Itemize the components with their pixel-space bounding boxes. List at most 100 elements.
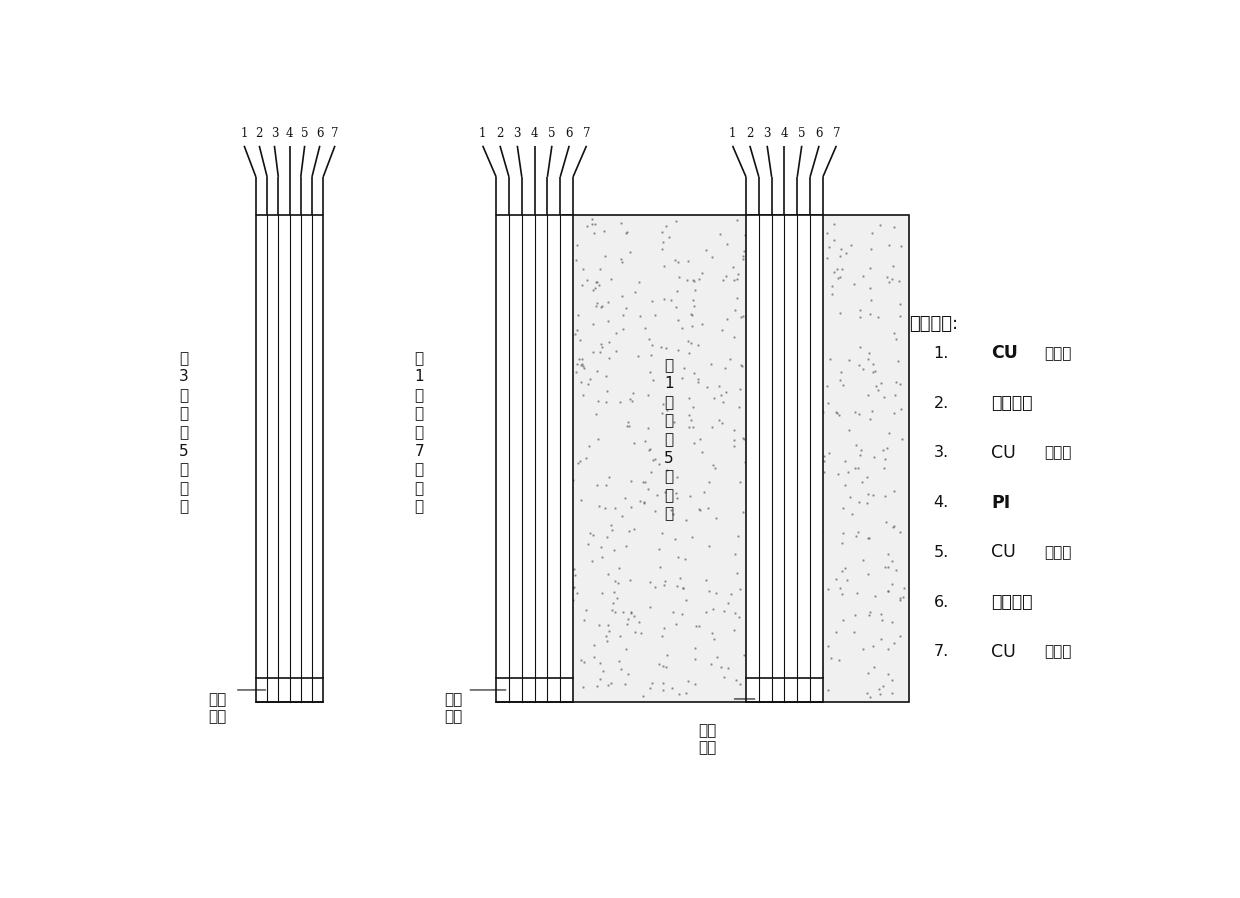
Point bbox=[811, 629, 831, 644]
Point bbox=[758, 525, 777, 540]
Point bbox=[861, 293, 880, 307]
Point bbox=[668, 550, 688, 565]
Point bbox=[853, 553, 873, 568]
Point bbox=[616, 641, 636, 656]
Point bbox=[715, 361, 735, 375]
Point bbox=[706, 585, 725, 600]
Point bbox=[601, 524, 621, 538]
Point bbox=[766, 326, 786, 340]
Point bbox=[760, 569, 780, 584]
Point bbox=[849, 310, 869, 324]
Point bbox=[889, 273, 909, 287]
Point bbox=[702, 250, 722, 264]
Point bbox=[567, 365, 587, 380]
Point bbox=[771, 274, 791, 288]
Point bbox=[842, 507, 862, 522]
Point bbox=[857, 496, 877, 510]
Point bbox=[885, 388, 905, 402]
Point bbox=[883, 554, 903, 568]
Point bbox=[743, 427, 763, 442]
Point bbox=[723, 260, 743, 275]
Point bbox=[743, 408, 763, 422]
Point bbox=[703, 458, 723, 472]
Point bbox=[604, 542, 624, 557]
Point bbox=[692, 317, 712, 331]
Point bbox=[698, 501, 718, 515]
Point bbox=[818, 395, 838, 409]
Point bbox=[594, 224, 614, 238]
Point bbox=[724, 303, 744, 317]
Point bbox=[596, 629, 616, 643]
Point bbox=[858, 665, 878, 680]
Point bbox=[820, 351, 839, 365]
Text: （锱）: （锱） bbox=[1044, 346, 1071, 361]
Point bbox=[655, 292, 675, 306]
Point bbox=[882, 614, 901, 629]
Point bbox=[598, 567, 618, 581]
Point bbox=[780, 275, 800, 289]
Point bbox=[775, 219, 795, 233]
Point bbox=[657, 647, 677, 662]
Point bbox=[835, 561, 854, 576]
Point bbox=[647, 488, 667, 502]
Point bbox=[868, 310, 888, 324]
Point bbox=[769, 682, 789, 696]
Point bbox=[780, 248, 800, 262]
Point bbox=[740, 272, 760, 286]
Point bbox=[733, 250, 753, 264]
Point bbox=[832, 262, 852, 277]
Point bbox=[676, 594, 696, 608]
Point bbox=[616, 300, 636, 314]
Point bbox=[651, 525, 671, 540]
Point bbox=[590, 656, 610, 670]
Point bbox=[755, 642, 775, 656]
Text: 3: 3 bbox=[764, 128, 771, 140]
Point bbox=[878, 585, 898, 599]
Point bbox=[635, 321, 655, 336]
Point bbox=[870, 217, 890, 232]
Point bbox=[740, 418, 760, 432]
Point bbox=[797, 427, 817, 441]
Bar bbox=[255, 215, 324, 702]
Point bbox=[859, 608, 879, 622]
Point bbox=[794, 328, 813, 342]
Point bbox=[667, 313, 687, 327]
Point bbox=[640, 365, 660, 379]
Point bbox=[601, 272, 621, 286]
Point bbox=[610, 629, 630, 643]
Point bbox=[627, 348, 647, 363]
Point bbox=[683, 273, 703, 287]
Point bbox=[641, 348, 661, 362]
Point bbox=[799, 549, 818, 563]
Point bbox=[892, 402, 911, 417]
Point bbox=[833, 613, 853, 628]
Point bbox=[562, 615, 582, 629]
Point bbox=[618, 415, 637, 429]
Text: 7: 7 bbox=[832, 128, 839, 140]
Point bbox=[852, 474, 872, 489]
Point bbox=[608, 591, 627, 605]
Point bbox=[733, 252, 753, 267]
Point bbox=[801, 561, 821, 576]
Point bbox=[773, 580, 792, 594]
Point bbox=[777, 392, 797, 406]
Point bbox=[655, 573, 675, 587]
Point bbox=[754, 572, 774, 586]
Point bbox=[823, 217, 843, 232]
Point bbox=[698, 584, 718, 598]
Point bbox=[727, 566, 746, 580]
Point bbox=[682, 319, 702, 333]
Point bbox=[583, 345, 603, 359]
Point bbox=[584, 649, 604, 664]
Point bbox=[812, 375, 832, 390]
Point bbox=[882, 577, 901, 592]
Text: 2: 2 bbox=[746, 128, 754, 140]
Point bbox=[609, 560, 629, 575]
Point bbox=[837, 572, 857, 586]
Point bbox=[724, 623, 744, 638]
Point bbox=[563, 581, 583, 595]
Point bbox=[746, 289, 766, 304]
Point bbox=[766, 653, 786, 667]
Point bbox=[621, 605, 641, 620]
Point bbox=[641, 464, 661, 479]
